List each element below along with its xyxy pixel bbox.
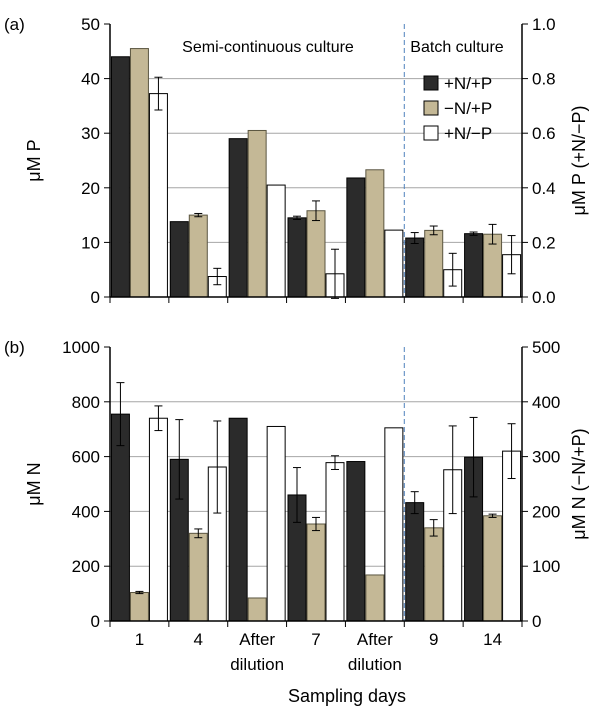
annotation-batch: Batch culture [410, 39, 503, 56]
bar [365, 574, 385, 622]
bar [169, 221, 189, 298]
bar [247, 597, 267, 622]
legend-label: −N/+P [444, 99, 492, 118]
bar [148, 417, 168, 622]
panel-a: 0 10 20 30 40 50 0.0 0.2 0.4 0.6 0.8 1.0 (a) μM P μM P… [4, 15, 589, 307]
y-tick-label-left: 10 [81, 233, 100, 252]
bar [464, 233, 484, 298]
bar [188, 532, 208, 622]
category-label: 7 [311, 630, 320, 649]
category-label: After [239, 630, 275, 649]
bar [384, 427, 404, 622]
bar [129, 592, 149, 622]
legend-swatch [423, 125, 439, 141]
category-label-line2: dilution [348, 655, 402, 674]
bar [306, 210, 326, 298]
bar [247, 129, 267, 298]
legend-label: +N/−P [444, 124, 492, 143]
legend-swatch [423, 100, 439, 116]
y-tick-label-left: 0 [91, 288, 100, 307]
category-label: 9 [429, 630, 438, 649]
bar [287, 217, 307, 298]
bar [346, 177, 366, 298]
y-axis-title-left: μM P [24, 139, 44, 181]
x-axis-title: Sampling days [288, 686, 406, 706]
y-tick-label-right: 0.8 [532, 70, 556, 89]
bar [483, 515, 503, 622]
bar [306, 523, 326, 622]
category-label: 14 [483, 630, 502, 649]
bar [228, 417, 248, 622]
category-label: After [357, 630, 393, 649]
y-tick-label-right: 200 [532, 502, 560, 521]
panel-b: 0 200 400 600 800 1000 0 100 200 300 400 500 (b) μM N… [4, 338, 589, 631]
y-tick-label-left: 800 [72, 393, 100, 412]
bar [148, 93, 168, 298]
bar [266, 425, 286, 622]
bar [266, 184, 286, 298]
bar [228, 138, 248, 298]
y-tick-label-left: 40 [81, 70, 100, 89]
y-tick-label-left: 400 [72, 502, 100, 521]
bar [129, 48, 149, 298]
y-tick-label-right: 1.0 [532, 15, 556, 34]
bar [405, 502, 425, 622]
y-axis-title-right: μM N (−N/+P) [569, 428, 589, 539]
y-tick-label-left: 200 [72, 557, 100, 576]
category-label-line2: dilution [230, 655, 284, 674]
y-axis-title-right: μM P (+N/−P) [569, 105, 589, 215]
y-axis-title-left: μM N [24, 462, 44, 505]
bar [424, 229, 444, 298]
y-tick-label-right: 0 [532, 612, 541, 631]
y-tick-label-right: 0.0 [532, 288, 556, 307]
bar [110, 56, 130, 298]
y-tick-label-left: 30 [81, 124, 100, 143]
bar [405, 237, 425, 298]
bar [188, 214, 208, 298]
y-tick-label-left: 20 [81, 179, 100, 198]
y-tick-label-left: 600 [72, 448, 100, 467]
panel-label: (b) [4, 338, 25, 357]
y-tick-label-right: 0.4 [532, 179, 556, 198]
bar [325, 462, 345, 622]
category-label: 1 [135, 630, 144, 649]
y-tick-label-right: 0.6 [532, 124, 556, 143]
bar [384, 229, 404, 298]
y-tick-label-right: 300 [532, 448, 560, 467]
y-tick-label-right: 0.2 [532, 233, 556, 252]
y-tick-label-left: 1000 [62, 338, 100, 357]
y-tick-label-right: 400 [532, 393, 560, 412]
y-tick-label-left: 0 [91, 612, 100, 631]
y-tick-label-left: 50 [81, 15, 100, 34]
y-tick-label-right: 100 [532, 557, 560, 576]
y-tick-label-right: 500 [532, 338, 560, 357]
panel-label: (a) [4, 15, 25, 34]
annotation-semi-continuous: Semi-continuous culture [182, 39, 354, 56]
legend-swatch [423, 75, 439, 91]
bar [365, 169, 385, 298]
legend-label: +N/+P [444, 74, 492, 93]
bar [424, 527, 444, 622]
bar [346, 461, 366, 622]
category-label: 4 [194, 630, 203, 649]
